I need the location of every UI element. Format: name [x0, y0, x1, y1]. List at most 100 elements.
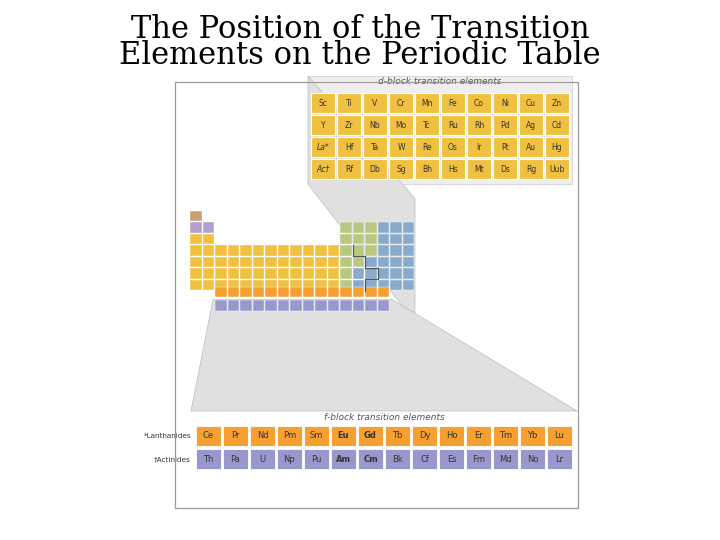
Bar	[196, 426, 221, 446]
Bar	[253, 257, 264, 267]
Bar	[278, 257, 289, 267]
Text: Pa: Pa	[230, 455, 240, 463]
Bar	[389, 93, 413, 113]
Bar	[385, 449, 410, 469]
Text: Zr: Zr	[345, 120, 354, 130]
Bar	[341, 245, 351, 255]
Bar	[415, 93, 439, 113]
Bar	[278, 268, 289, 279]
Bar	[363, 159, 387, 179]
Bar	[303, 268, 314, 279]
Text: Co: Co	[474, 98, 484, 107]
Bar	[215, 245, 227, 255]
Bar	[520, 449, 545, 469]
Bar	[493, 159, 517, 179]
Bar	[203, 222, 215, 233]
Bar	[378, 245, 390, 255]
Bar	[466, 449, 491, 469]
Bar	[365, 234, 377, 244]
Text: No: No	[527, 455, 539, 463]
Bar	[403, 257, 414, 267]
Bar	[358, 426, 383, 446]
Bar	[353, 268, 364, 279]
Text: Es: Es	[446, 455, 456, 463]
Bar	[545, 115, 569, 135]
Text: Rh: Rh	[474, 120, 484, 130]
Bar	[203, 268, 215, 279]
Bar	[466, 426, 491, 446]
Bar	[365, 280, 377, 290]
Bar	[412, 426, 437, 446]
Bar	[353, 257, 364, 267]
Text: Au: Au	[526, 143, 536, 152]
Text: Dy: Dy	[419, 431, 431, 441]
Text: Uub: Uub	[549, 165, 564, 173]
Bar	[228, 300, 239, 310]
Bar	[328, 268, 339, 279]
Bar	[190, 222, 202, 233]
Bar	[223, 426, 248, 446]
Bar	[493, 426, 518, 446]
Bar	[266, 257, 276, 267]
Bar	[203, 280, 215, 290]
Text: Nb: Nb	[369, 120, 380, 130]
Text: Pu: Pu	[311, 455, 322, 463]
Text: Ru: Ru	[448, 120, 458, 130]
Polygon shape	[191, 300, 577, 411]
Bar	[545, 137, 569, 157]
Bar	[278, 287, 289, 297]
Bar	[358, 449, 383, 469]
Polygon shape	[308, 76, 415, 322]
Bar	[363, 115, 387, 135]
Bar	[378, 300, 390, 310]
Bar	[353, 234, 364, 244]
Bar	[303, 257, 314, 267]
Bar	[441, 115, 465, 135]
Bar	[390, 268, 402, 279]
Bar	[190, 268, 202, 279]
Bar	[341, 222, 351, 233]
Text: Ac†: Ac†	[316, 165, 330, 173]
Bar	[331, 449, 356, 469]
Bar	[328, 245, 339, 255]
Bar	[203, 245, 215, 255]
Text: La*: La*	[317, 143, 329, 152]
Bar	[337, 115, 361, 135]
Text: Zn: Zn	[552, 98, 562, 107]
Bar	[493, 137, 517, 157]
Text: †Actinides: †Actinides	[154, 456, 191, 462]
Bar	[389, 115, 413, 135]
Bar	[547, 426, 572, 446]
Text: Ag: Ag	[526, 120, 536, 130]
Text: Bh: Bh	[422, 165, 432, 173]
Bar	[363, 137, 387, 157]
Bar	[228, 268, 239, 279]
Bar	[190, 280, 202, 290]
Text: Y: Y	[320, 120, 325, 130]
Bar	[240, 245, 252, 255]
Bar	[240, 280, 252, 290]
Bar	[519, 93, 543, 113]
Bar	[390, 280, 402, 290]
Bar	[365, 300, 377, 310]
Text: Ho: Ho	[446, 431, 457, 441]
Bar	[441, 93, 465, 113]
Bar	[341, 268, 351, 279]
Bar	[389, 159, 413, 179]
Text: Ni: Ni	[501, 98, 509, 107]
Bar	[378, 257, 390, 267]
Text: Er: Er	[474, 431, 483, 441]
Text: Cu: Cu	[526, 98, 536, 107]
Text: Pt: Pt	[501, 143, 509, 152]
Bar	[467, 137, 491, 157]
Bar	[240, 287, 252, 297]
Text: Th: Th	[203, 455, 214, 463]
Text: Os: Os	[448, 143, 458, 152]
Bar	[303, 245, 314, 255]
Text: Hs: Hs	[448, 165, 458, 173]
Bar	[278, 280, 289, 290]
Bar	[341, 257, 351, 267]
Bar	[311, 137, 335, 157]
Bar	[250, 449, 275, 469]
Text: Pm: Pm	[283, 431, 296, 441]
